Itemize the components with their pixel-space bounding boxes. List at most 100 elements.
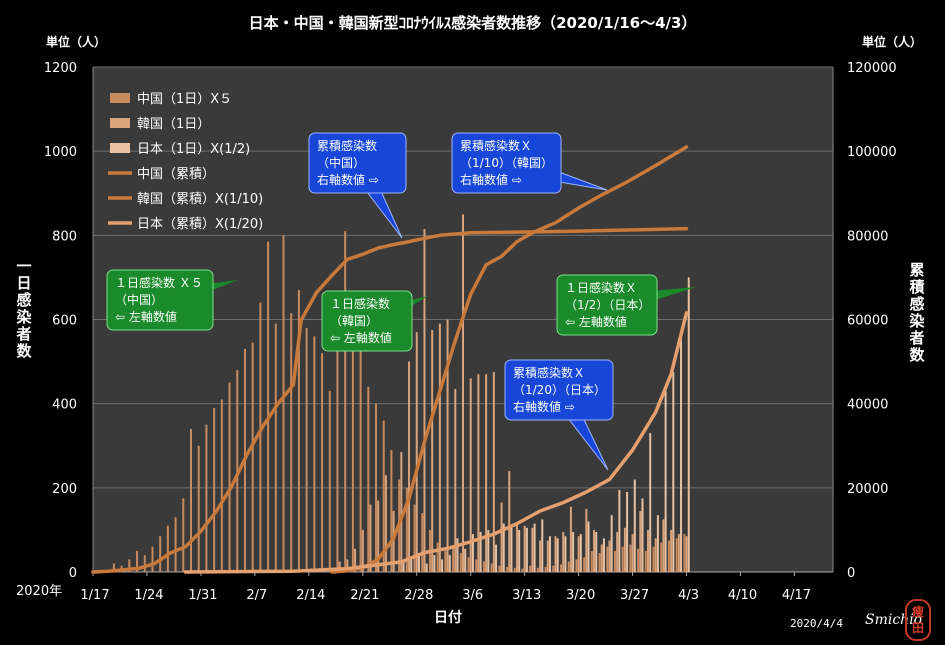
callout-text: 右軸数値 ⇨ <box>317 172 379 187</box>
bar <box>677 534 680 572</box>
bar <box>623 527 626 572</box>
bar <box>251 342 254 572</box>
bar <box>539 540 542 572</box>
legend-label: 日本（1日）X(1/2) <box>137 142 250 157</box>
bar <box>336 308 339 572</box>
x-tick-label: 3/13 <box>512 588 541 603</box>
callout-text: （1/2）（日本） <box>565 298 650 312</box>
bar <box>683 534 686 572</box>
bar <box>633 479 636 572</box>
x-tick-label: 2/14 <box>296 588 325 603</box>
bar <box>552 565 555 572</box>
bar <box>685 536 688 572</box>
bar <box>579 534 582 572</box>
bar <box>672 372 675 572</box>
bar <box>644 550 647 572</box>
author-seal: 痩田 <box>905 599 931 641</box>
year-label: 2020年 <box>16 584 63 599</box>
bar <box>361 529 364 572</box>
bar <box>577 536 580 572</box>
bar <box>456 538 459 572</box>
bar <box>436 542 439 572</box>
footer-author: Smichio <box>865 612 923 628</box>
callout-text: 右軸数値 ⇨ <box>460 172 522 187</box>
series-line <box>91 226 689 574</box>
bar <box>610 515 613 572</box>
bar <box>433 555 436 572</box>
bar <box>529 565 532 572</box>
callout-text: （中国） <box>317 155 365 170</box>
bar <box>569 506 572 572</box>
callout-text: ⇦ 左軸数値 <box>565 314 627 329</box>
bar <box>274 323 277 572</box>
bar <box>464 548 467 572</box>
bar <box>649 433 652 572</box>
series-line <box>183 311 689 574</box>
bar <box>143 555 146 572</box>
bar <box>467 557 470 572</box>
bar <box>259 302 262 572</box>
bar <box>626 492 629 572</box>
bar <box>459 553 462 572</box>
left-tick-label: 200 <box>52 482 77 497</box>
bar <box>415 332 418 572</box>
bar <box>346 559 349 572</box>
bar <box>593 529 596 572</box>
x-tick-label: 4/3 <box>678 588 699 603</box>
bar <box>377 500 380 572</box>
bar <box>544 566 547 572</box>
bar <box>454 388 457 572</box>
callout-box <box>321 290 413 352</box>
bar <box>425 563 428 572</box>
series-line <box>330 145 689 574</box>
callout-box <box>451 132 562 194</box>
bar <box>572 532 575 572</box>
bar <box>680 336 683 572</box>
bar <box>267 241 270 573</box>
callout-text: （1/20）（日本） <box>513 383 606 397</box>
bar <box>190 428 193 572</box>
left-tick-label: 600 <box>52 314 77 329</box>
callout-text: ⇦ 左軸数値 <box>330 330 392 345</box>
bar <box>602 538 605 572</box>
bar <box>417 553 420 572</box>
callout-text: 累積感染数Ｘ <box>460 138 532 153</box>
bar <box>608 540 611 572</box>
callout-text: １日感染数 <box>330 296 390 311</box>
bar <box>587 521 590 572</box>
bar <box>639 510 642 572</box>
legend-label: 中国（1日）X５ <box>137 92 232 107</box>
bar <box>536 567 539 572</box>
bar <box>151 546 154 572</box>
legend-label: 日本（累積）X(1/20) <box>137 217 263 232</box>
bar <box>495 544 498 572</box>
bar <box>438 323 441 572</box>
bar <box>498 565 501 572</box>
x-tick-label: 2/28 <box>404 588 433 603</box>
bar <box>128 559 131 572</box>
bar <box>621 546 624 572</box>
bar <box>431 330 434 572</box>
bar <box>502 523 505 572</box>
bar <box>402 561 405 572</box>
bar <box>297 290 300 572</box>
right-tick-label: 20000 <box>847 482 888 497</box>
bar <box>518 529 521 572</box>
callout-text: ⇦ 左軸数値 <box>115 309 177 324</box>
left-tick-label: 0 <box>69 566 77 581</box>
bar <box>492 372 495 572</box>
bar <box>515 523 518 572</box>
bar <box>629 544 632 572</box>
bar <box>606 546 609 572</box>
bar <box>421 513 424 572</box>
x-tick-label: 2/21 <box>350 588 379 603</box>
x-tick-label: 4/17 <box>782 588 811 603</box>
x-tick-label: 3/27 <box>620 588 649 603</box>
bar <box>452 546 455 572</box>
bar <box>687 277 690 572</box>
legend-label: 韓国（累積）X(1/10) <box>137 192 263 207</box>
bar <box>575 559 578 572</box>
bar <box>656 515 659 572</box>
bar <box>616 532 619 572</box>
callout-box <box>504 359 614 421</box>
